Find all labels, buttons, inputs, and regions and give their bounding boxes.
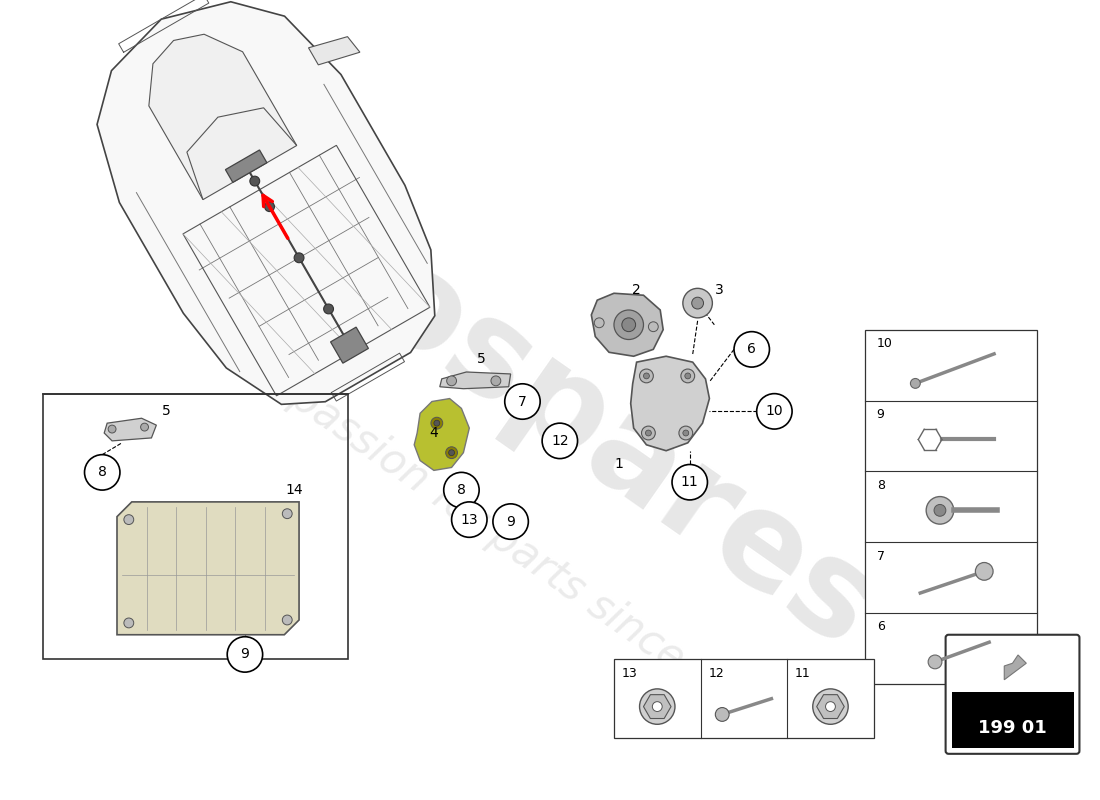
Circle shape — [825, 702, 835, 711]
Text: 13: 13 — [621, 666, 638, 680]
Text: 1: 1 — [615, 458, 624, 471]
Circle shape — [491, 376, 501, 386]
Text: 11: 11 — [681, 475, 698, 490]
Polygon shape — [415, 398, 470, 470]
Polygon shape — [117, 502, 299, 634]
Text: 6: 6 — [877, 620, 884, 634]
Circle shape — [928, 655, 942, 669]
Circle shape — [542, 423, 578, 458]
Text: eurospares: eurospares — [142, 93, 899, 675]
Circle shape — [443, 472, 480, 508]
Polygon shape — [644, 694, 671, 718]
Circle shape — [911, 378, 921, 388]
Circle shape — [493, 504, 528, 539]
Circle shape — [431, 418, 442, 429]
Circle shape — [692, 297, 704, 309]
Circle shape — [641, 426, 656, 440]
Polygon shape — [104, 418, 156, 441]
Text: 5: 5 — [476, 352, 485, 366]
Text: a passion for parts since 1985: a passion for parts since 1985 — [251, 354, 790, 749]
Polygon shape — [1004, 655, 1026, 680]
Circle shape — [672, 465, 707, 500]
Text: 9: 9 — [241, 647, 250, 662]
Circle shape — [85, 454, 120, 490]
Bar — [43, 394, 349, 659]
Text: 12: 12 — [551, 434, 569, 448]
Text: 11: 11 — [795, 666, 811, 680]
Bar — [865, 330, 1037, 684]
Text: 6: 6 — [747, 342, 756, 356]
Text: 7: 7 — [518, 394, 527, 409]
Text: 5: 5 — [162, 404, 170, 418]
Circle shape — [447, 376, 456, 386]
Circle shape — [639, 369, 653, 383]
Polygon shape — [308, 37, 360, 65]
Bar — [952, 692, 1074, 748]
Polygon shape — [148, 34, 297, 200]
Circle shape — [681, 369, 695, 383]
Circle shape — [683, 430, 689, 436]
Polygon shape — [97, 2, 435, 404]
Circle shape — [757, 394, 792, 429]
Circle shape — [934, 505, 946, 516]
Text: 8: 8 — [877, 478, 884, 492]
Circle shape — [621, 318, 636, 332]
Circle shape — [648, 322, 658, 332]
Circle shape — [505, 384, 540, 419]
Text: 14: 14 — [285, 483, 303, 497]
Circle shape — [250, 176, 260, 186]
Circle shape — [594, 318, 604, 328]
Polygon shape — [440, 372, 510, 389]
Text: 13: 13 — [461, 513, 478, 526]
Circle shape — [294, 253, 304, 262]
Polygon shape — [226, 150, 267, 182]
Polygon shape — [816, 694, 844, 718]
Circle shape — [141, 423, 149, 431]
Circle shape — [433, 420, 440, 426]
FancyBboxPatch shape — [946, 634, 1079, 754]
Polygon shape — [331, 327, 368, 363]
Polygon shape — [630, 356, 710, 450]
Circle shape — [734, 332, 770, 367]
Circle shape — [683, 288, 713, 318]
Circle shape — [679, 426, 693, 440]
Circle shape — [449, 450, 454, 456]
Text: 2: 2 — [632, 283, 641, 298]
Circle shape — [813, 689, 848, 724]
Circle shape — [639, 689, 675, 724]
Circle shape — [124, 514, 134, 525]
Text: 12: 12 — [708, 666, 724, 680]
Circle shape — [715, 707, 729, 722]
Text: 8: 8 — [456, 483, 466, 497]
Text: 3: 3 — [715, 283, 724, 298]
Circle shape — [323, 304, 333, 314]
Text: 8: 8 — [98, 466, 107, 479]
Circle shape — [265, 202, 275, 211]
Text: 9: 9 — [877, 408, 884, 421]
Bar — [614, 659, 873, 738]
Text: 10: 10 — [877, 337, 892, 350]
Circle shape — [926, 497, 954, 524]
Text: 9: 9 — [506, 514, 515, 529]
Polygon shape — [592, 294, 663, 356]
Text: 199 01: 199 01 — [978, 719, 1047, 738]
Circle shape — [452, 502, 487, 538]
Text: 4: 4 — [429, 426, 438, 440]
Circle shape — [644, 373, 649, 379]
Circle shape — [446, 446, 458, 458]
Circle shape — [228, 637, 263, 672]
Circle shape — [108, 425, 115, 433]
Circle shape — [685, 373, 691, 379]
Text: 7: 7 — [877, 550, 884, 562]
Text: 10: 10 — [766, 404, 783, 418]
Circle shape — [614, 310, 644, 339]
Circle shape — [976, 562, 993, 580]
Circle shape — [652, 702, 662, 711]
Circle shape — [283, 615, 293, 625]
Circle shape — [124, 618, 134, 628]
Circle shape — [283, 509, 293, 518]
Circle shape — [646, 430, 651, 436]
